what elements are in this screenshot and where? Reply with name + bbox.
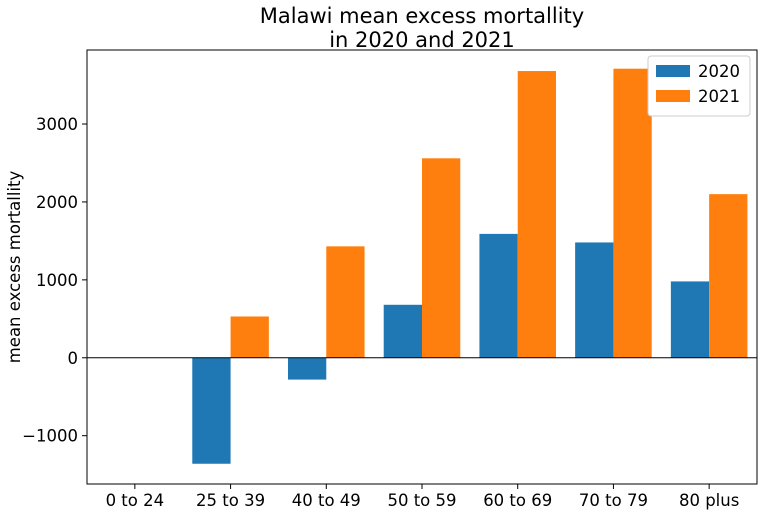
y-tick-label: 1000	[36, 271, 78, 290]
bar-2021-70-to-79	[613, 68, 652, 358]
bar-2021-25-to-39	[230, 316, 269, 358]
bar-2020-70-to-79	[575, 242, 614, 358]
bar-2021-40-to-49	[326, 246, 365, 358]
x-tick-label: 25 to 39	[196, 491, 265, 510]
chart-title-line-2: in 2020 and 2021	[329, 28, 515, 52]
x-axis: 0 to 24 25 to 39 40 to 49 50 to 59 60 to 69 7…	[106, 484, 739, 510]
bar-2021-50-to-59	[422, 158, 461, 358]
x-tick-label: 70 to 79	[579, 491, 648, 510]
bar-2020-25-to-39	[192, 357, 231, 464]
legend-label-2020: 2020	[698, 62, 740, 81]
y-axis: −1000 0 1000 2000 3000	[22, 115, 87, 446]
legend-swatch-2020	[656, 65, 690, 77]
x-tick-label: 60 to 69	[483, 491, 552, 510]
bar-2020-40-to-49	[288, 357, 327, 380]
x-tick-label: 0 to 24	[106, 491, 165, 510]
plot-area	[86, 49, 758, 485]
y-tick-label: −1000	[22, 427, 78, 446]
y-tick-label: 0	[68, 349, 79, 368]
bar-2020-60-to-69	[479, 233, 518, 358]
x-tick-label: 40 to 49	[292, 491, 361, 510]
bar-2020-50-to-59	[383, 304, 422, 358]
x-tick-label: 80 plus	[679, 491, 739, 510]
legend-swatch-2021	[656, 90, 690, 102]
legend: 2020 2021	[647, 55, 751, 117]
chart-title-line-1: Malawi mean excess mortallity	[260, 4, 584, 28]
bar-2020-80-plus	[670, 281, 710, 358]
y-axis-label: mean excess mortallity	[5, 170, 24, 363]
x-tick-label: 50 to 59	[387, 491, 456, 510]
y-tick-label: 3000	[36, 115, 78, 134]
legend-label-2021: 2021	[698, 87, 740, 106]
bar-2021-80-plus	[709, 194, 748, 358]
y-tick-label: 2000	[36, 193, 78, 212]
bar-2021-60-to-69	[517, 71, 556, 358]
